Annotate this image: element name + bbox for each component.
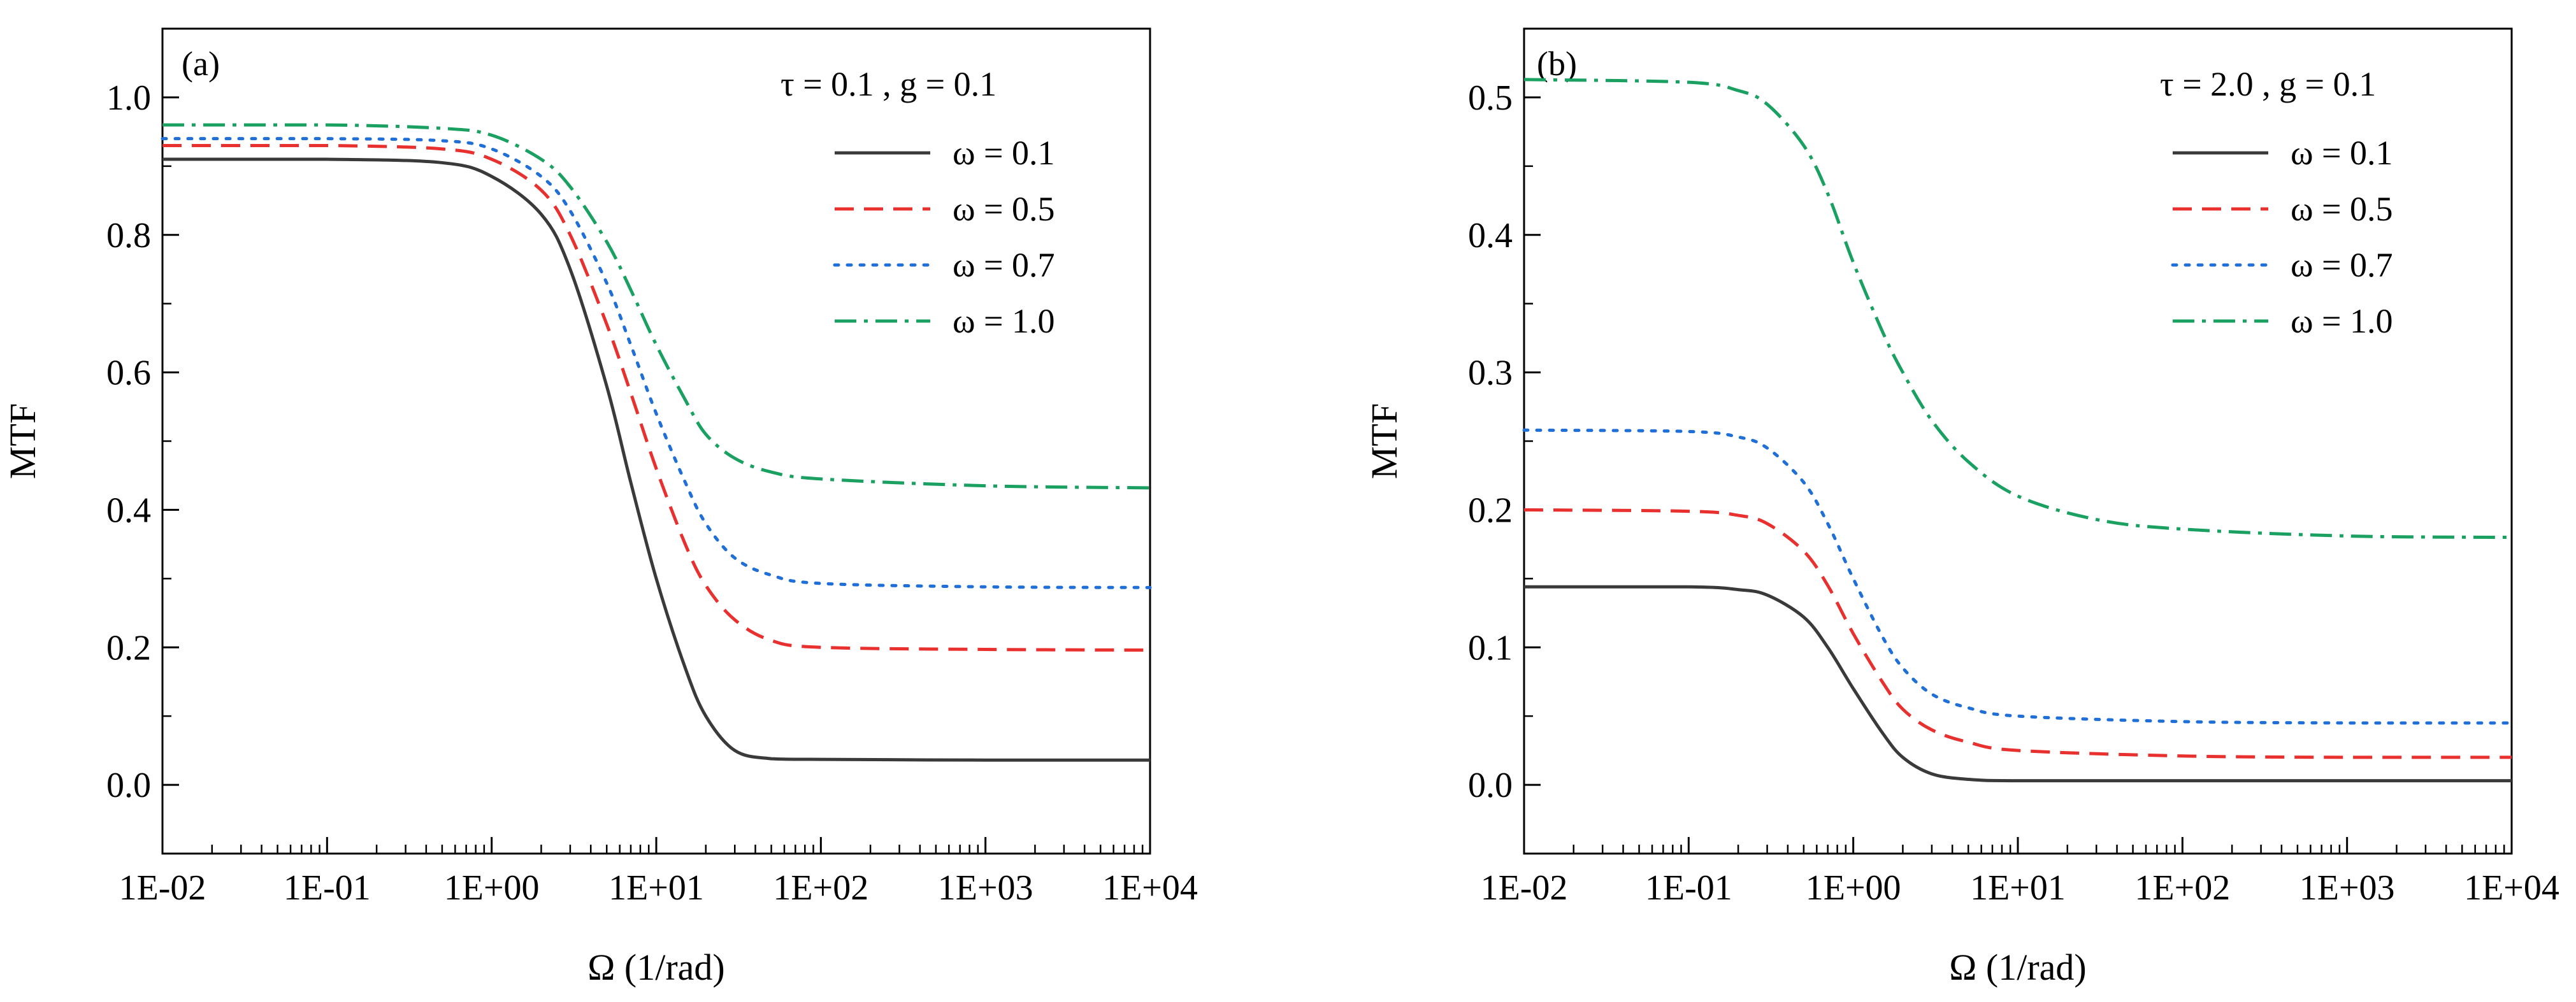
y-tick-label: 0.0 bbox=[106, 766, 151, 805]
legend-label: ω = 0.7 bbox=[953, 246, 1055, 284]
x-tick-label: 1E+01 bbox=[1970, 868, 2066, 908]
x-axis-title: Ω (1/rad) bbox=[1949, 947, 2086, 988]
series-line bbox=[1522, 428, 2514, 725]
y-tick-label: 0.5 bbox=[1468, 78, 1513, 118]
parameter-annotation: τ = 0.1 , g = 0.1 bbox=[781, 65, 997, 103]
legend-label: ω = 0.1 bbox=[2291, 134, 2393, 172]
series-line bbox=[1523, 585, 2512, 783]
x-tick-label: 1E+04 bbox=[1102, 868, 1198, 908]
x-tick-label: 1E+00 bbox=[444, 868, 540, 908]
y-axis-title: MTF bbox=[1364, 403, 1405, 479]
y-tick-label: 0.6 bbox=[106, 354, 151, 393]
legend-label: ω = 0.5 bbox=[953, 190, 1055, 228]
panel-label: (a) bbox=[182, 45, 220, 83]
y-tick-label: 0.0 bbox=[1468, 766, 1513, 805]
x-tick-label: 1E+04 bbox=[2464, 868, 2559, 908]
legend-label: ω = 0.5 bbox=[2291, 190, 2393, 228]
series-line bbox=[1523, 78, 2512, 540]
x-axis-title: Ω (1/rad) bbox=[587, 947, 724, 988]
panel-label: (b) bbox=[1537, 45, 1577, 83]
x-tick-label: 1E-01 bbox=[284, 868, 371, 908]
series-line bbox=[1523, 508, 2512, 759]
x-tick-label: 1E+02 bbox=[2134, 868, 2230, 908]
legend-label: ω = 0.1 bbox=[953, 134, 1055, 172]
parameter-annotation: τ = 2.0 , g = 0.1 bbox=[2160, 65, 2376, 103]
y-tick-label: 0.2 bbox=[106, 628, 151, 668]
legend-label: ω = 1.0 bbox=[953, 302, 1055, 340]
series-line bbox=[161, 137, 1152, 589]
chart-panel-a: 1E-02 1E-01 1E+00 1E+01 1E+02 1E+03 1E+04 0.0 0.… bbox=[2, 27, 1198, 988]
chart-panel-b: 1E-02 1E-01 1E+00 1E+01 1E+02 1E+03 1E+04 0.0 0.… bbox=[1364, 27, 2559, 988]
x-tick-label: 1E+00 bbox=[1806, 868, 1901, 908]
y-tick-label: 0.4 bbox=[1468, 216, 1513, 255]
y-tick-label: 0.3 bbox=[1468, 354, 1513, 393]
series-line bbox=[162, 157, 1150, 762]
x-tick-label: 1E-02 bbox=[119, 868, 206, 908]
series-line bbox=[162, 123, 1151, 490]
y-tick-label: 0.8 bbox=[106, 216, 151, 255]
x-tick-label: 1E+03 bbox=[938, 868, 1033, 908]
x-tick-label: 1E-01 bbox=[1645, 868, 1732, 908]
x-tick-label: 1E+01 bbox=[608, 868, 704, 908]
x-tick-label: 1E-02 bbox=[1481, 868, 1568, 908]
x-tick-label: 1E+03 bbox=[2299, 868, 2395, 908]
legend-label: ω = 1.0 bbox=[2291, 302, 2393, 340]
y-axis-title: MTF bbox=[2, 403, 43, 479]
series-line bbox=[162, 143, 1151, 652]
legend-label: ω = 0.7 bbox=[2291, 246, 2393, 284]
y-tick-label: 1.0 bbox=[106, 78, 151, 118]
y-tick-label: 0.2 bbox=[1468, 490, 1513, 530]
y-tick-label: 0.1 bbox=[1468, 628, 1513, 668]
x-tick-label: 1E+02 bbox=[773, 868, 868, 908]
y-tick-label: 0.4 bbox=[106, 490, 151, 530]
